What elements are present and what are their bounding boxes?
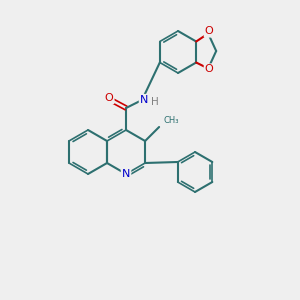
Text: N: N <box>122 169 130 179</box>
Text: N: N <box>140 95 148 105</box>
Text: O: O <box>205 26 214 37</box>
Text: O: O <box>105 93 113 103</box>
Text: CH₃: CH₃ <box>163 116 178 125</box>
Text: H: H <box>151 97 159 107</box>
Text: O: O <box>205 64 214 74</box>
